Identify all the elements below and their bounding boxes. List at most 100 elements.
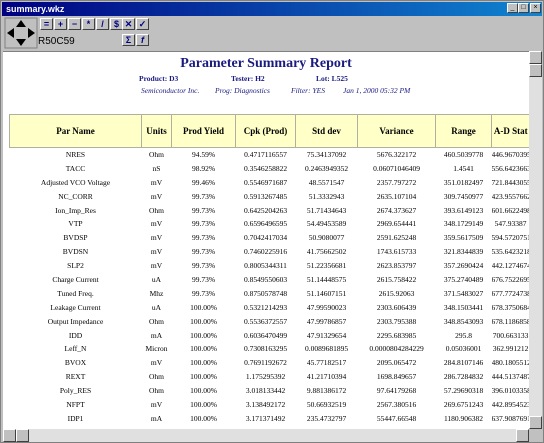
report: Parameter Summary Report Product: D3 Tes…: [3, 51, 529, 429]
table-cell: 55447.66548: [376, 413, 417, 423]
table-cell: 2969.654441: [376, 219, 417, 229]
toolbar-button[interactable]: $: [110, 18, 123, 30]
table-cell: Leff_N: [64, 344, 87, 354]
scroll-right[interactable]: [516, 429, 529, 442]
scroll-down[interactable]: [529, 416, 542, 429]
table-cell: 359.5617509: [443, 233, 484, 243]
accept-button[interactable]: ✓: [136, 18, 149, 30]
table-cell: 269.6751243: [443, 399, 484, 409]
table-row: VTP mV 99.73% 0.6596496595 54.49453589 2969.6…: [10, 217, 530, 231]
table-cell: 547.93387: [494, 219, 527, 229]
table-row: NRES Ohm 94.59% 0.4717116557 75.34137092 5676…: [10, 148, 530, 162]
table-cell: 51.22356681: [306, 261, 347, 271]
table-row: Tuned Freq. Mhz 99.73% 0.8750578748 51.14607…: [10, 286, 530, 300]
table-cell: 348.8543093: [443, 316, 484, 326]
column-header: Units: [141, 114, 172, 148]
table-cell: 0.8549550603: [243, 274, 288, 284]
table-cell: 444.5137487: [491, 372, 530, 382]
close[interactable]: ×: [530, 3, 541, 13]
toolbar-button[interactable]: −: [68, 18, 81, 30]
table-cell: 98.92%: [191, 163, 216, 173]
table-cell: 0.7460225916: [243, 247, 288, 257]
table-cell: 94.59%: [191, 150, 216, 160]
column-header: Range: [435, 114, 492, 148]
table-cell: Leakage Current: [50, 302, 101, 312]
table-cell: 41.21710394: [306, 372, 347, 382]
table-cell: 48.5571547: [308, 177, 345, 187]
scroll-thumb[interactable]: [529, 64, 542, 77]
table-cell: Ohm: [149, 372, 164, 382]
table-cell: 2591.625248: [376, 233, 417, 243]
table-cell: 2357.797272: [376, 177, 417, 187]
sum-button[interactable]: Σ: [122, 34, 135, 46]
table-cell: 0.5913267485: [243, 191, 288, 201]
table-cell: 99.73%: [191, 274, 216, 284]
summary-table: Par Name Units Prod Yield Cpk (Prod) Std dev…: [9, 114, 529, 425]
table-cell: 446.9670395: [491, 150, 530, 160]
cancel-button[interactable]: ✕: [122, 18, 135, 30]
table-cell: NC_CORR: [58, 191, 93, 201]
toolbar-button[interactable]: +: [54, 18, 67, 30]
function-button[interactable]: f: [136, 34, 149, 46]
table-cell: Ohm: [149, 316, 164, 326]
table-cell: 601.6622498: [491, 205, 530, 215]
table-cell: 57.29690318: [443, 386, 484, 396]
table-row: REXT Ohm 100.00% 1.175295392 41.21710394 1698…: [10, 370, 530, 384]
vertical-scrollbar[interactable]: [529, 51, 542, 429]
table-cell: 50.9080077: [308, 233, 345, 243]
table-cell: mA: [150, 330, 163, 340]
table-row: BVDSN mV 99.73% 0.7460225916 41.75662502 1743…: [10, 245, 530, 259]
cell-reference: R50C59: [38, 36, 75, 47]
table-cell: BVOX: [64, 358, 87, 368]
table-cell: 100.00%: [190, 413, 217, 423]
nav-pad[interactable]: [4, 17, 38, 49]
product: Product: D3: [139, 74, 179, 83]
table-cell: 348.1503441: [443, 302, 484, 312]
table-cell: mV: [150, 233, 163, 243]
table-cell: 2635.107104: [376, 191, 417, 201]
table-cell: 100.00%: [190, 399, 217, 409]
column-header: Variance: [357, 114, 436, 148]
scroll-thumb[interactable]: [16, 429, 29, 442]
table-cell: 362.991212: [492, 344, 529, 354]
scroll-left[interactable]: [3, 429, 16, 442]
table-cell: 480.1805512: [491, 358, 530, 368]
minimize[interactable]: _: [507, 3, 518, 13]
table-cell: 700.663133: [492, 330, 529, 340]
table-cell: 235.4732797: [306, 413, 347, 423]
table-cell: REXT: [65, 372, 86, 382]
table-cell: 309.7450977: [443, 191, 484, 201]
table-row: Charge Current uA 99.73% 0.8549550603 51.144…: [10, 273, 529, 287]
table-row: BVDSP mV 99.73% 0.7042417034 50.9080077 2591.…: [10, 231, 529, 245]
table-cell: 100.00%: [190, 330, 217, 340]
table-cell: 535.6423218: [491, 247, 530, 257]
toolbar-button[interactable]: =: [40, 18, 53, 30]
table-cell: BVDSP: [63, 233, 88, 243]
table-cell: 442.1274674: [491, 261, 530, 271]
maximize[interactable]: □: [518, 3, 529, 13]
toolbar-button[interactable]: *: [82, 18, 95, 30]
table-cell: 51.14448575: [306, 274, 347, 284]
toolbar-button[interactable]: /: [96, 18, 109, 30]
table-cell: NRES: [65, 150, 86, 160]
scroll-up[interactable]: [529, 51, 542, 64]
table-cell: 100.00%: [190, 358, 217, 368]
table-cell: SLP2: [67, 261, 84, 271]
tester: Tester: H2: [231, 74, 265, 83]
table-cell: 0.0089681895: [304, 344, 349, 354]
table-cell: 41.75662502: [306, 247, 347, 257]
table-cell: mA: [150, 413, 163, 423]
table-cell: Ohm: [149, 205, 164, 215]
table-cell: 100.00%: [190, 372, 217, 382]
table-row: IDP1 mA 100.00% 3.171371492 235.4732797 55447…: [10, 411, 529, 425]
horizontal-scrollbar[interactable]: [3, 429, 529, 442]
table-cell: 677.7724738: [491, 288, 530, 298]
table-cell: 2303.606439: [376, 302, 417, 312]
table-cell: 2095.065472: [376, 358, 417, 368]
column-header: Std dev: [295, 114, 358, 148]
table-cell: 0.8750578748: [243, 288, 288, 298]
table-row: TACC nS 98.92% 0.3546258822 0.2463949352 0.06…: [10, 161, 529, 175]
table-cell: 357.2690424: [443, 261, 484, 271]
table-cell: 47.99590023: [306, 302, 347, 312]
